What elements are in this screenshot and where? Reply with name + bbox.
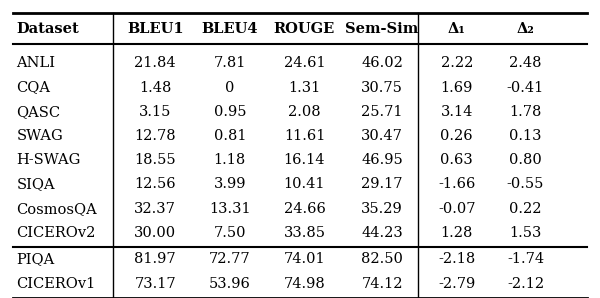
Text: -1.74: -1.74: [507, 252, 544, 266]
Text: ANLI: ANLI: [16, 56, 55, 70]
Text: 0.22: 0.22: [509, 202, 542, 216]
Text: 53.96: 53.96: [209, 277, 251, 291]
Text: 13.31: 13.31: [209, 202, 251, 216]
Text: 46.02: 46.02: [361, 56, 403, 70]
Text: 3.15: 3.15: [139, 105, 172, 119]
Text: 74.01: 74.01: [284, 252, 325, 266]
Text: 24.66: 24.66: [284, 202, 325, 216]
Text: 11.61: 11.61: [284, 129, 325, 143]
Text: 32.37: 32.37: [134, 202, 176, 216]
Text: 35.29: 35.29: [361, 202, 403, 216]
Text: 16.14: 16.14: [284, 153, 325, 167]
Text: 1.31: 1.31: [289, 80, 320, 94]
Text: 18.55: 18.55: [134, 153, 176, 167]
Text: 82.50: 82.50: [361, 252, 403, 266]
Text: -2.18: -2.18: [438, 252, 475, 266]
Text: Sem-Sim: Sem-Sim: [346, 22, 419, 36]
Text: -0.41: -0.41: [507, 80, 544, 94]
Text: Δ₁: Δ₁: [448, 22, 466, 36]
Text: 1.18: 1.18: [214, 153, 246, 167]
Text: QASC: QASC: [16, 105, 61, 119]
Text: H-SWAG: H-SWAG: [16, 153, 80, 167]
Text: 3.14: 3.14: [440, 105, 473, 119]
Text: 25.71: 25.71: [361, 105, 403, 119]
Text: 1.28: 1.28: [440, 226, 473, 240]
Text: BLEU1: BLEU1: [127, 22, 184, 36]
Text: 1.78: 1.78: [509, 105, 542, 119]
Text: 46.95: 46.95: [361, 153, 403, 167]
Text: 0.81: 0.81: [214, 129, 246, 143]
Text: 30.47: 30.47: [361, 129, 403, 143]
Text: SIQA: SIQA: [16, 177, 55, 191]
Text: 44.23: 44.23: [361, 226, 403, 240]
Text: 7.81: 7.81: [214, 56, 246, 70]
Text: -2.12: -2.12: [507, 277, 544, 291]
Text: 73.17: 73.17: [134, 277, 176, 291]
Text: 7.50: 7.50: [214, 226, 246, 240]
Text: 3.99: 3.99: [214, 177, 246, 191]
Text: ROUGE: ROUGE: [274, 22, 335, 36]
Text: 74.98: 74.98: [284, 277, 325, 291]
Text: 72.77: 72.77: [209, 252, 251, 266]
Text: 30.75: 30.75: [361, 80, 403, 94]
Text: 2.48: 2.48: [509, 56, 542, 70]
Text: 12.78: 12.78: [134, 129, 176, 143]
Text: -0.07: -0.07: [438, 202, 476, 216]
Text: CICEROv1: CICEROv1: [16, 277, 95, 291]
Text: CosmosQA: CosmosQA: [16, 202, 97, 216]
Text: 0.80: 0.80: [509, 153, 542, 167]
Text: -0.55: -0.55: [507, 177, 544, 191]
Text: 74.12: 74.12: [361, 277, 403, 291]
Text: 0: 0: [225, 80, 235, 94]
Text: 33.85: 33.85: [283, 226, 325, 240]
Text: 1.53: 1.53: [509, 226, 542, 240]
Text: PIQA: PIQA: [16, 252, 55, 266]
Text: 1.69: 1.69: [440, 80, 473, 94]
Text: 10.41: 10.41: [284, 177, 325, 191]
Text: -2.79: -2.79: [438, 277, 475, 291]
Text: 29.17: 29.17: [361, 177, 403, 191]
Text: 0.26: 0.26: [440, 129, 473, 143]
Text: 81.97: 81.97: [134, 252, 176, 266]
Text: SWAG: SWAG: [16, 129, 63, 143]
Text: Dataset: Dataset: [16, 22, 79, 36]
Text: 21.84: 21.84: [134, 56, 176, 70]
Text: BLEU4: BLEU4: [202, 22, 258, 36]
Text: 1.48: 1.48: [139, 80, 172, 94]
Text: Δ₂: Δ₂: [517, 22, 535, 36]
Text: 30.00: 30.00: [134, 226, 176, 240]
Text: 2.22: 2.22: [440, 56, 473, 70]
Text: CQA: CQA: [16, 80, 50, 94]
Text: 24.61: 24.61: [284, 56, 325, 70]
Text: 2.08: 2.08: [288, 105, 321, 119]
Text: 0.95: 0.95: [214, 105, 246, 119]
Text: 0.63: 0.63: [440, 153, 473, 167]
Text: 12.56: 12.56: [134, 177, 176, 191]
Text: CICEROv2: CICEROv2: [16, 226, 95, 240]
Text: -1.66: -1.66: [438, 177, 475, 191]
Text: 0.13: 0.13: [509, 129, 542, 143]
